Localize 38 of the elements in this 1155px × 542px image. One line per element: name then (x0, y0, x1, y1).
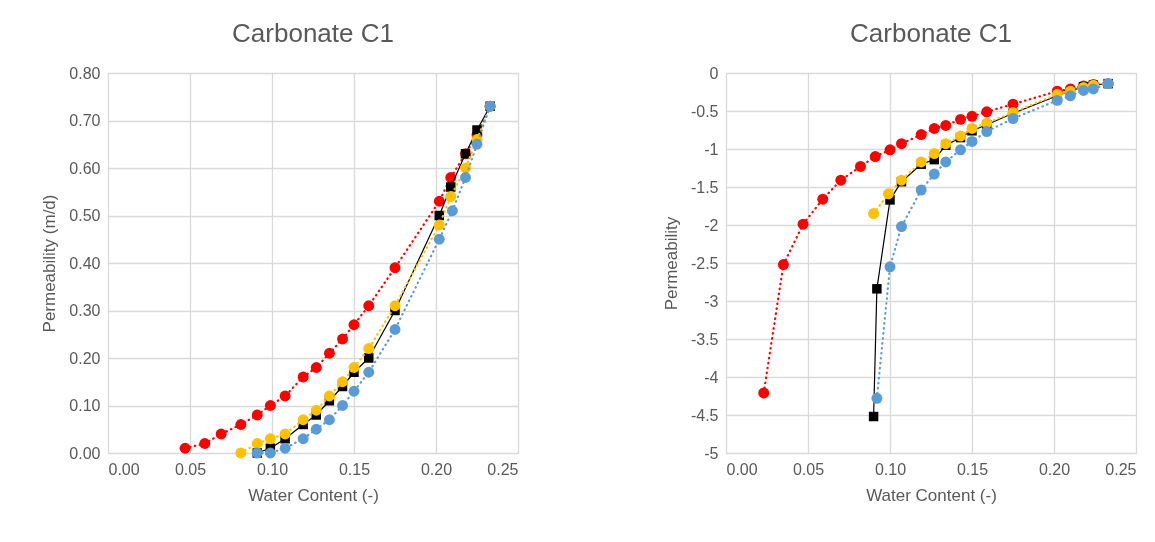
chart-title: Carbonate C1 (232, 18, 394, 48)
y-tick-label: -3.5 (690, 330, 719, 348)
y-tick-label: 0.00 (69, 444, 101, 462)
y-tick-label: 0.30 (69, 302, 101, 319)
y-tick-label: -2.5 (690, 254, 719, 272)
x-tick-label: 0.25 (1105, 460, 1137, 478)
y-tick-label: 0.40 (69, 254, 101, 272)
y-tick-label: 0.80 (69, 64, 101, 82)
x-tick-label: 0.00 (108, 460, 140, 478)
y-tick-label: -4.5 (690, 406, 719, 424)
y-tick-label: 0.70 (69, 112, 101, 129)
y-tick-label: -0.5 (690, 102, 719, 120)
y-tick-label: -2 (704, 216, 719, 234)
x-tick-label: 0.00 (726, 460, 758, 478)
y-tick-label: 0.10 (69, 397, 101, 414)
x-axis-title: Water Content (-) (248, 485, 379, 505)
y-tick-label: 0 (709, 64, 719, 82)
y-tick-label: -1 (704, 140, 719, 158)
x-tick-label: 0.15 (338, 460, 371, 478)
y-axis-title: Permeability (661, 216, 681, 311)
y-tick-label: 0.20 (69, 349, 101, 367)
y-tick-label: -4 (704, 368, 719, 386)
x-tick-label: 0.20 (1038, 460, 1071, 478)
x-tick-label: 0.25 (487, 460, 519, 478)
y-tick-label: -1.5 (690, 178, 719, 196)
x-axis-title: Water Content (-) (866, 485, 997, 505)
x-tick-label: 0.05 (792, 460, 825, 478)
y-axis-title: Permeability (m/d) (40, 194, 60, 333)
y-tick-label: 0.60 (69, 159, 101, 177)
y-tick-label: 0.50 (69, 207, 101, 224)
y-tick-label: -5 (704, 444, 719, 462)
x-tick-label: 0.15 (956, 460, 989, 478)
x-tick-label: 0.10 (874, 460, 907, 478)
y-tick-label: -3 (704, 292, 719, 310)
x-tick-label: 0.05 (174, 460, 207, 478)
x-tick-label: 0.10 (256, 460, 289, 478)
x-tick-label: 0.20 (420, 460, 453, 478)
chart-title: Carbonate C1 (850, 18, 1012, 48)
